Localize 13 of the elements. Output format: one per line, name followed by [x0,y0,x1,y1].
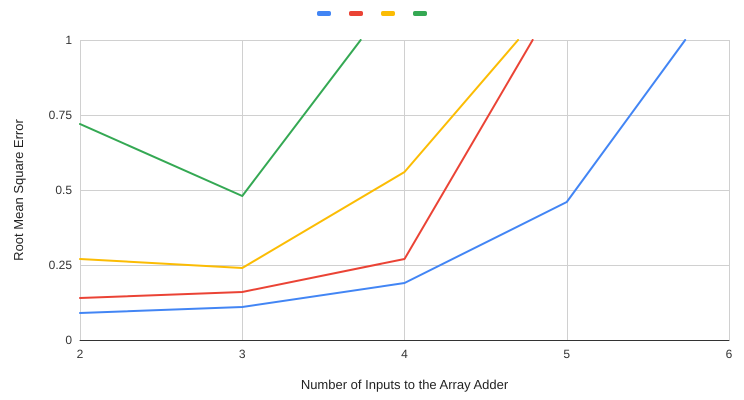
y-tick-label: 0.75 [48,108,72,122]
x-tick-label: 3 [238,347,246,361]
x-tick-label: 5 [563,347,570,361]
y-tick-label: 1 [65,33,72,47]
x-tick-label: 6 [726,347,733,361]
x-axis-title: Number of Inputs to the Array Adder [300,377,509,392]
line-series [79,39,686,314]
y-tick-label: 0.5 [55,183,72,197]
x-tick-label: 4 [401,347,408,361]
y-tick-label: 0 [65,333,72,347]
x-tick-label: 2 [76,347,84,361]
y-axis-title: Root Mean Square Error [11,118,26,261]
y-tick-label: 0.25 [48,258,72,272]
